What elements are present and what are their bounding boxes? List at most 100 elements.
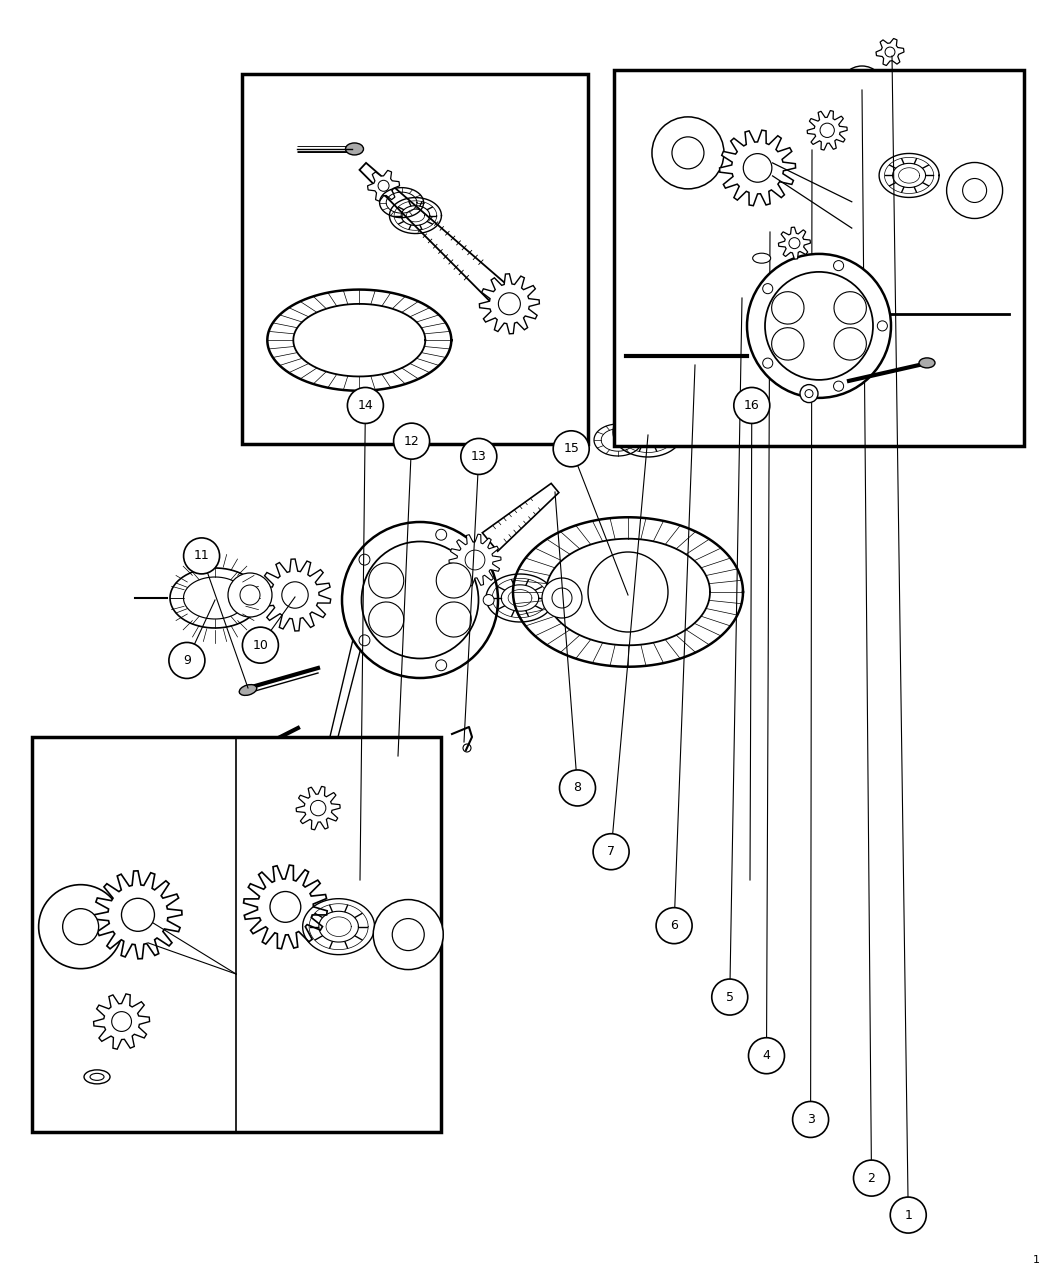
Circle shape (834, 381, 843, 391)
Circle shape (963, 179, 987, 203)
Circle shape (393, 918, 424, 951)
Text: 5: 5 (726, 991, 734, 1003)
Circle shape (672, 136, 704, 168)
Circle shape (436, 660, 446, 671)
Ellipse shape (772, 328, 804, 360)
Circle shape (281, 581, 309, 608)
Text: 2: 2 (867, 1172, 876, 1184)
Text: 3: 3 (806, 1113, 815, 1126)
Polygon shape (719, 130, 796, 205)
Circle shape (800, 385, 818, 403)
Circle shape (743, 153, 772, 182)
Circle shape (890, 1197, 926, 1233)
Ellipse shape (369, 602, 404, 638)
Polygon shape (482, 483, 559, 551)
Ellipse shape (770, 112, 786, 125)
Circle shape (841, 113, 851, 124)
Ellipse shape (834, 292, 866, 324)
Circle shape (652, 117, 723, 189)
Circle shape (834, 260, 843, 270)
Circle shape (712, 979, 748, 1015)
Circle shape (394, 423, 429, 459)
Circle shape (820, 124, 835, 138)
Circle shape (560, 770, 595, 806)
Circle shape (552, 588, 572, 608)
Bar (32, 737, 441, 1132)
Text: 11: 11 (193, 550, 209, 562)
Polygon shape (359, 163, 509, 305)
Ellipse shape (436, 602, 471, 638)
Text: 9: 9 (183, 654, 191, 667)
Ellipse shape (772, 113, 852, 184)
Circle shape (553, 431, 589, 467)
Circle shape (762, 358, 773, 368)
Bar (614, 70, 1024, 446)
Ellipse shape (753, 254, 771, 263)
Polygon shape (93, 871, 182, 959)
Circle shape (542, 578, 582, 618)
Circle shape (359, 635, 370, 646)
Ellipse shape (770, 172, 786, 184)
Circle shape (342, 521, 498, 678)
Text: 14: 14 (357, 399, 374, 412)
Text: 7: 7 (607, 845, 615, 858)
Circle shape (461, 439, 497, 474)
Circle shape (373, 900, 443, 969)
Circle shape (483, 594, 495, 606)
Circle shape (63, 909, 99, 945)
Circle shape (885, 47, 895, 57)
Circle shape (747, 254, 891, 398)
Circle shape (499, 293, 521, 315)
Text: 1: 1 (904, 1209, 912, 1221)
Polygon shape (244, 866, 328, 949)
Circle shape (773, 173, 783, 182)
Circle shape (436, 529, 446, 541)
Circle shape (765, 272, 873, 380)
Polygon shape (807, 111, 847, 150)
Circle shape (734, 388, 770, 423)
Circle shape (762, 283, 773, 293)
Text: 10: 10 (252, 639, 269, 652)
Text: 1: 1 (1033, 1255, 1040, 1265)
Circle shape (752, 277, 764, 289)
Circle shape (228, 572, 272, 617)
Circle shape (243, 627, 278, 663)
Circle shape (793, 1102, 828, 1137)
Polygon shape (742, 266, 774, 300)
Ellipse shape (84, 1070, 110, 1084)
Circle shape (749, 1038, 784, 1074)
Circle shape (805, 390, 813, 398)
Polygon shape (778, 227, 811, 259)
Ellipse shape (919, 358, 934, 368)
Circle shape (588, 552, 668, 632)
Circle shape (656, 908, 692, 944)
Text: 6: 6 (670, 919, 678, 932)
Circle shape (169, 643, 205, 678)
Circle shape (39, 885, 123, 969)
Circle shape (789, 237, 800, 249)
Circle shape (184, 538, 219, 574)
Ellipse shape (90, 1074, 104, 1080)
Circle shape (465, 550, 485, 570)
Circle shape (378, 180, 390, 191)
Circle shape (111, 1011, 131, 1031)
Text: 15: 15 (563, 442, 580, 455)
Circle shape (361, 542, 479, 658)
Ellipse shape (800, 138, 824, 158)
Bar (242, 74, 588, 444)
Text: 4: 4 (762, 1049, 771, 1062)
Polygon shape (296, 787, 340, 830)
Text: 13: 13 (470, 450, 487, 463)
Text: 12: 12 (403, 435, 420, 448)
Circle shape (878, 321, 887, 332)
Text: 16: 16 (743, 399, 759, 412)
Circle shape (593, 834, 629, 870)
Circle shape (122, 899, 154, 931)
Circle shape (359, 555, 370, 565)
Ellipse shape (792, 130, 832, 166)
Circle shape (852, 78, 872, 98)
Circle shape (773, 113, 783, 124)
Circle shape (854, 1160, 889, 1196)
Polygon shape (368, 171, 400, 201)
Ellipse shape (772, 292, 804, 324)
